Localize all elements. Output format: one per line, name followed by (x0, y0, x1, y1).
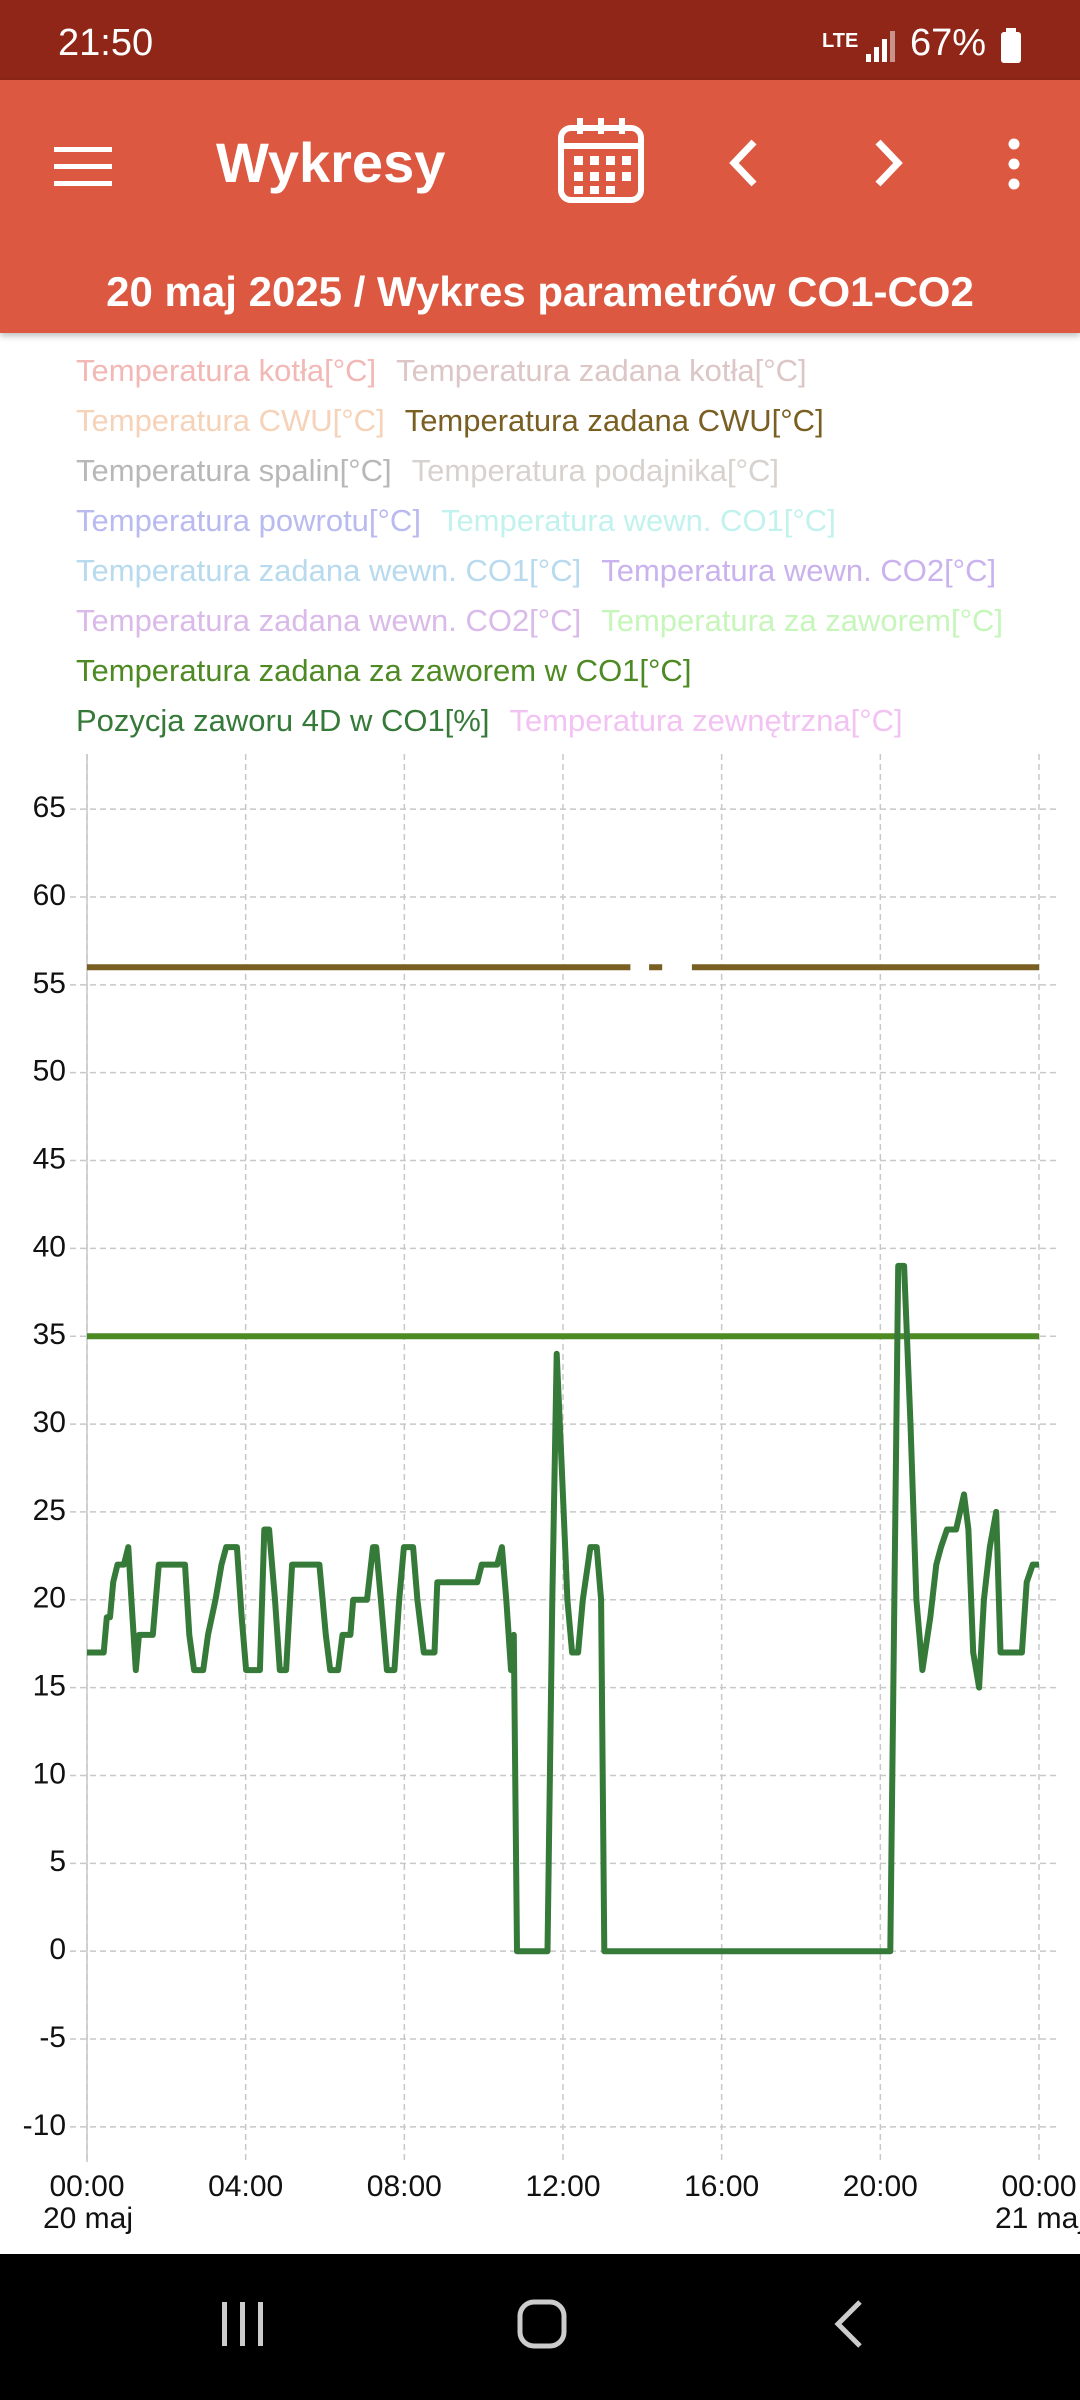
y-tick-label: 30 (33, 1406, 66, 1439)
x-tick-label: 00:00 (49, 2170, 124, 2203)
legend-item[interactable]: Temperatura wewn. CO2[°C] (601, 553, 997, 588)
battery-icon (1001, 28, 1021, 63)
back-button[interactable] (830, 2298, 870, 2350)
series-line (87, 1262, 1039, 1955)
y-tick-label: 60 (33, 879, 66, 912)
legend-item[interactable]: Temperatura kotła[°C] (76, 353, 377, 388)
status-bar: 21:50 LTE 67% (0, 0, 1080, 80)
y-tick-label: 65 (33, 791, 66, 824)
y-tick-label: -5 (39, 2021, 66, 2054)
network-type: LTE (822, 30, 859, 52)
legend-item[interactable]: Temperatura spalin[°C] (76, 453, 392, 488)
x-tick-date: 21 maj (995, 2202, 1080, 2235)
legend-item[interactable]: Temperatura za zaworem[°C] (601, 603, 1003, 638)
y-tick-label: 25 (33, 1494, 66, 1527)
x-tick-label: 08:00 (367, 2170, 442, 2203)
menu-button[interactable] (54, 145, 114, 189)
x-tick-date: 20 maj (43, 2202, 133, 2235)
y-tick-label: 35 (33, 1318, 66, 1351)
y-tick-label: 5 (49, 1845, 66, 1878)
battery-level: 67% (910, 22, 987, 64)
x-tick-label: 00:00 (1001, 2170, 1076, 2203)
legend-item[interactable]: Temperatura podajnika[°C] (411, 453, 780, 488)
y-tick-label: -10 (23, 2109, 66, 2142)
legend-item[interactable]: Temperatura powrotu[°C] (76, 503, 421, 538)
legend-item[interactable]: Temperatura zadana za zaworem w CO1[°C] (76, 653, 692, 688)
y-tick-label: 15 (33, 1670, 66, 1703)
chart: -10 -5 0 5 10 15 20 25 30 35 40 45 50 55 60 65 00:00 04:0… (23, 754, 1080, 2235)
app-title: Wykresy (216, 131, 446, 194)
legend-item[interactable]: Temperatura zadana kotła[°C] (396, 353, 807, 388)
calendar-button[interactable] (556, 116, 646, 206)
y-tick-label: 10 (33, 1757, 66, 1790)
home-button[interactable] (516, 2298, 568, 2350)
legend-item[interactable]: Temperatura wewn. CO1[°C] (440, 503, 836, 538)
y-tick-label: 0 (49, 1933, 66, 1966)
signal-icon (866, 31, 895, 62)
x-tick-label: 12:00 (525, 2170, 600, 2203)
more-button[interactable] (1002, 138, 1026, 192)
navigation-bar (0, 2254, 1080, 2400)
legend-item[interactable]: Temperatura zadana wewn. CO1[°C] (76, 553, 582, 588)
next-button[interactable] (868, 138, 908, 188)
legend-item[interactable]: Temperatura zadana wewn. CO2[°C] (76, 603, 582, 638)
legend: Temperatura kotła[°C] Temperatura zadana … (76, 352, 1076, 740)
x-tick-label: 16:00 (684, 2170, 759, 2203)
y-tick-label: 50 (33, 1055, 66, 1088)
legend-item[interactable]: Temperatura CWU[°C] (76, 403, 385, 438)
recents-button[interactable] (218, 2298, 268, 2350)
y-tick-label: 20 (33, 1582, 66, 1615)
y-tick-label: 40 (33, 1230, 66, 1263)
app-bar: Wykresy 20 maj 2025 / Wykres parametrów … (0, 80, 1080, 333)
chart-subtitle: 20 maj 2025 / Wykres parametrów CO1-CO2 (106, 268, 974, 315)
y-tick-label: 55 (33, 967, 66, 1000)
legend-item[interactable]: Temperatura zadana CWU[°C] (404, 403, 824, 438)
previous-button[interactable] (724, 138, 764, 188)
y-tick-label: 45 (33, 1142, 66, 1175)
status-time: 21:50 (58, 22, 154, 64)
legend-item[interactable]: Temperatura zewnętrzna[°C] (509, 703, 903, 738)
x-tick-label: 04:00 (208, 2170, 283, 2203)
legend-item[interactable]: Pozycja zaworu 4D w CO1[%] (76, 703, 490, 738)
x-tick-label: 20:00 (843, 2170, 918, 2203)
